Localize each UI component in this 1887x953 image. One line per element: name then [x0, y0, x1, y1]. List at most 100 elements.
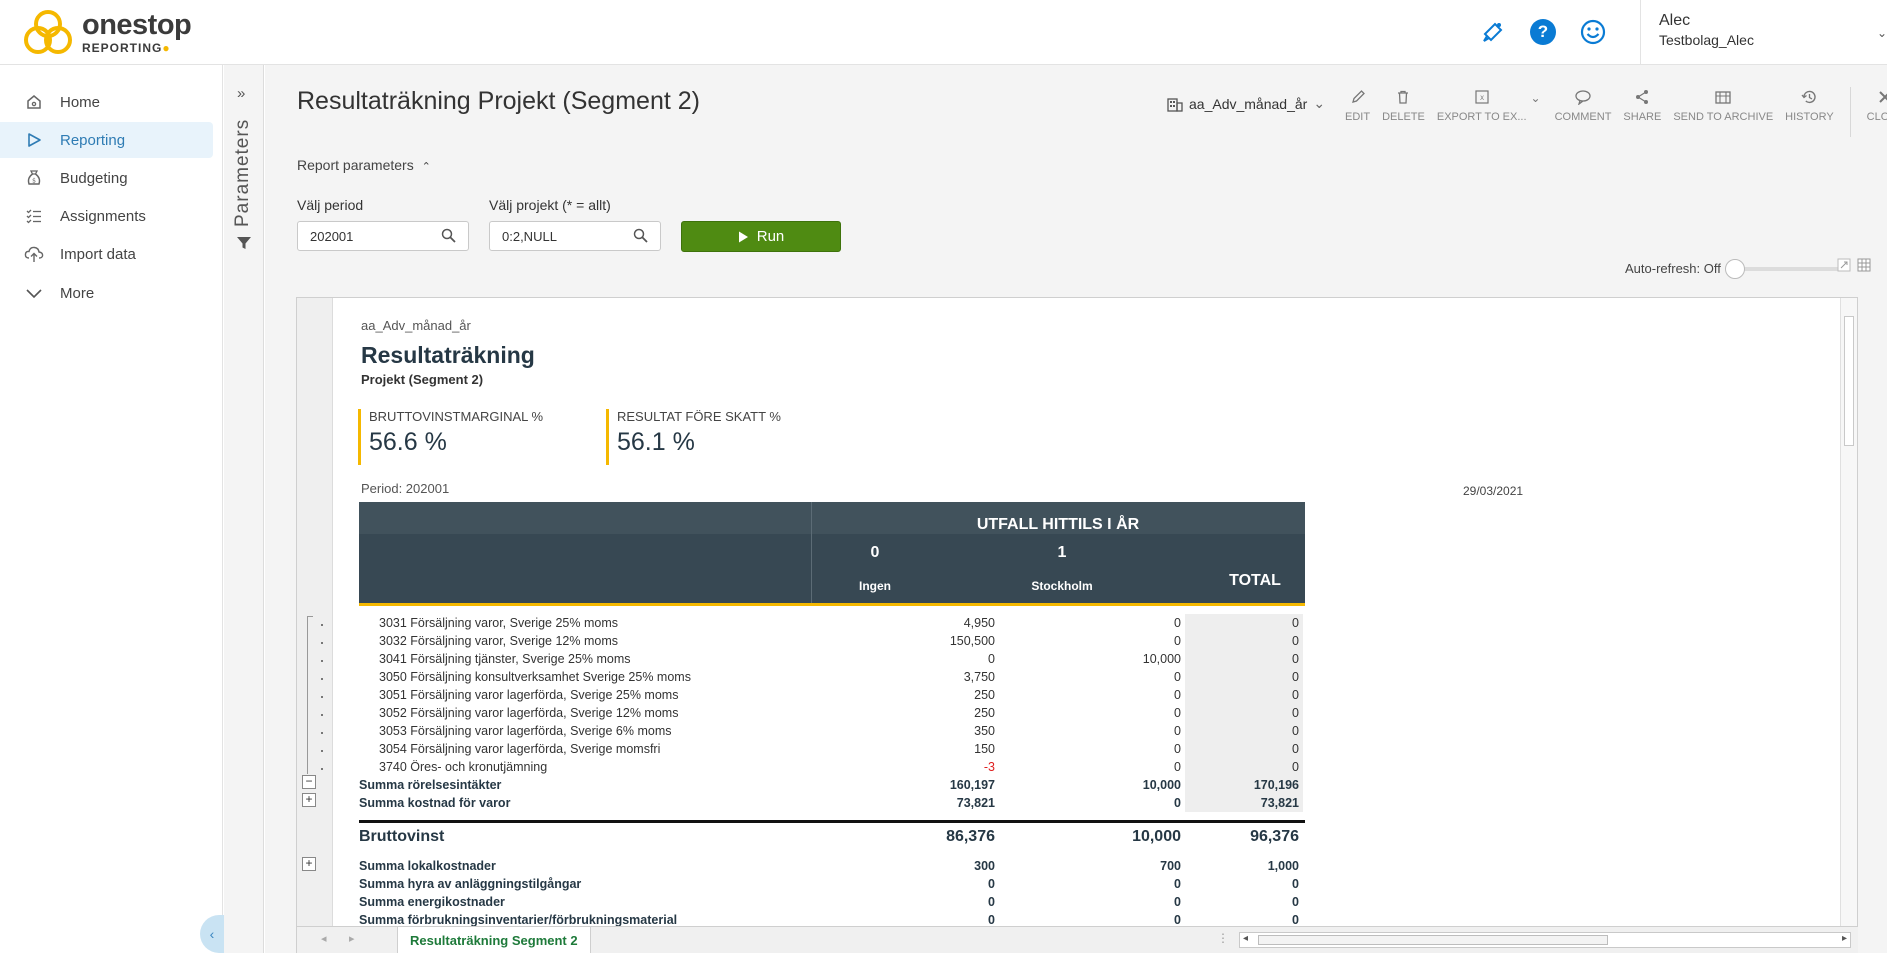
table-row[interactable]: 3053 Försäljning varor lagerförda, Sveri… [359, 722, 1305, 740]
nav-item-budgeting[interactable]: $ Budgeting [0, 160, 213, 196]
send-to-archive-button[interactable]: SEND TO ARCHIVE [1667, 87, 1779, 123]
delete-label: DELETE [1382, 111, 1425, 123]
outline-dot [321, 714, 323, 716]
cell-total: 0 [1185, 650, 1303, 668]
expand-group-button[interactable]: + [302, 793, 316, 807]
table-row-subtotal[interactable]: Summa rörelsesintäkter 160,197 10,000 170,1… [359, 776, 1305, 794]
cell-ingen: 150 [974, 742, 995, 756]
onestop-logo[interactable]: onestop REPORTING● [22, 8, 192, 56]
cell-total: 0 [1185, 893, 1303, 911]
delete-button[interactable]: DELETE [1376, 87, 1431, 123]
kpi-value: 56.6 % [369, 428, 447, 456]
table-row[interactable]: 3031 Försäljning varor, Sverige 25% moms… [359, 614, 1305, 632]
question-icon: ? [1530, 19, 1556, 45]
excel-icon: X [1474, 87, 1490, 107]
comment-icon [1574, 87, 1592, 107]
row-label: Summa hyra av anläggningstilgångar [359, 877, 582, 891]
share-icon [1634, 87, 1650, 107]
outline-dot [321, 678, 323, 680]
history-button[interactable]: HISTORY [1779, 87, 1840, 123]
share-button[interactable]: SHARE [1617, 87, 1667, 123]
table-row[interactable]: 3032 Försäljning varor, Sverige 12% moms… [359, 632, 1305, 650]
play-icon [738, 231, 748, 242]
row-label: 3740 Öres- och kronutjämning [379, 760, 548, 774]
vertical-scroll-thumb[interactable] [1844, 316, 1854, 446]
logo-rings-icon [24, 10, 72, 54]
table-row[interactable]: 3052 Försäljning varor lagerförda, Sveri… [359, 704, 1305, 722]
table-row-subtotal[interactable]: Summa hyra av anläggningstilgångar 0 0 0 [359, 875, 1305, 893]
auto-refresh-slider[interactable] [1724, 258, 1839, 279]
fit-icon[interactable] [1837, 258, 1851, 277]
report-parameters-toggle[interactable]: Report parameters ⌃ [297, 157, 431, 173]
kpi-value: 56.1 % [617, 428, 695, 456]
collapse-nav-button[interactable]: ‹ [200, 915, 224, 953]
table-row-subtotal[interactable]: Summa energikostnader 0 0 0 [359, 893, 1305, 911]
close-button[interactable]: CLOSE [1861, 87, 1887, 123]
kpi-label: BRUTTOVINSTMARGINAL % [369, 409, 544, 424]
table-row[interactable]: 3041 Försäljning tjänster, Sverige 25% m… [359, 650, 1305, 668]
table-row-gross-profit[interactable]: Bruttovinst 86,376 10,000 96,376 [359, 820, 1305, 852]
nav-item-home[interactable]: Home [0, 84, 213, 120]
comment-button[interactable]: COMMENT [1549, 87, 1618, 123]
export-to-excel-button[interactable]: X EXPORT TO EX... [1431, 87, 1533, 123]
sheet-tab[interactable]: Resultaträkning Segment 2 [397, 927, 591, 953]
cell-stockholm: 700 [1160, 859, 1181, 873]
table-row[interactable]: 3054 Försäljning varor lagerförda, Sveri… [359, 740, 1305, 758]
expand-parameters-button[interactable]: » [237, 85, 246, 102]
scroll-right-icon[interactable]: ▸ [1841, 933, 1847, 944]
cell-ingen: 150,500 [949, 634, 995, 648]
vertical-scrollbar[interactable] [1840, 298, 1857, 926]
page-title: Resultaträkning Projekt (Segment 2) [297, 87, 700, 115]
help-button[interactable]: ? [1529, 18, 1557, 46]
auto-refresh-knob[interactable] [1724, 258, 1745, 279]
run-button[interactable]: Run [681, 221, 841, 252]
grid-icon[interactable] [1857, 258, 1871, 277]
export-options-chevron-icon[interactable]: ⌄ [1530, 91, 1541, 105]
expand-group-button[interactable]: + [302, 857, 316, 871]
play-icon [24, 130, 44, 150]
cell-stockholm: 10,000 [1132, 828, 1181, 845]
chevron-up-icon: ⌃ [421, 161, 431, 173]
table-row-subtotal[interactable]: Summa förbrukningsinventarier/förbruknin… [359, 911, 1305, 929]
money-bag-icon: $ [24, 168, 44, 188]
nav-item-more[interactable]: More [0, 275, 213, 311]
table-header: UTFALL HITTILS I ÅR 0 Ingen 1 Stockholm … [359, 502, 1305, 606]
splitter-icon[interactable]: ⋮ [1217, 931, 1229, 945]
cell-total: 0 [1185, 704, 1303, 722]
comment-label: COMMENT [1554, 111, 1612, 123]
auto-refresh-label: Auto-refresh: Off [1625, 261, 1721, 276]
row-label: 3031 Försäljning varor, Sverige 25% moms [379, 616, 619, 630]
nav-item-import-data[interactable]: Import data [0, 236, 213, 272]
user-menu[interactable]: Alec Testbolag_Alec ⌄ [1640, 0, 1887, 65]
previous-sheet-icon[interactable]: ◂ [321, 933, 327, 945]
announcements-button[interactable] [1479, 18, 1507, 46]
report-title-secondary: Projekt (Segment 2) [361, 372, 484, 387]
report-version-dropdown[interactable]: aa_Adv_månad_år ⌄ [1167, 95, 1325, 112]
row-label: 3032 Försäljning varor, Sverige 12% moms [379, 634, 619, 648]
table-row-subtotal[interactable]: Summa kostnad för varor 73,821 0 73,821 [359, 794, 1305, 812]
column-header-name: Ingen [859, 579, 891, 593]
table-row-subtotal[interactable]: Summa lokalkostnader 300 700 1,000 [359, 857, 1305, 875]
edit-button[interactable]: EDIT [1339, 87, 1376, 123]
search-icon[interactable] [441, 228, 456, 248]
horizontal-scrollbar[interactable]: ◂ ▸ [1239, 932, 1851, 948]
table-row[interactable]: 3051 Försäljning varor lagerförda, Sveri… [359, 686, 1305, 704]
search-icon[interactable] [633, 228, 648, 248]
feedback-button[interactable] [1579, 18, 1607, 46]
project-input[interactable] [489, 221, 661, 251]
period-input[interactable] [297, 221, 469, 251]
nav-item-assignments[interactable]: Assignments [0, 198, 213, 234]
table-row[interactable]: 3050 Försäljning konsultverksamhet Sveri… [359, 668, 1305, 686]
collapse-group-button[interactable]: − [302, 775, 316, 789]
archive-icon [1714, 87, 1732, 107]
top-bar: onestop REPORTING● ? Alec Testbolag_Alec [0, 0, 1887, 65]
horizontal-scroll-thumb[interactable] [1258, 935, 1608, 945]
table-row[interactable]: 3740 Öres- och kronutjämning -3 0 0 [359, 758, 1305, 776]
filter-icon[interactable] [236, 235, 252, 256]
scroll-left-icon[interactable]: ◂ [1243, 933, 1249, 944]
next-sheet-icon[interactable]: ▸ [349, 933, 355, 945]
nav-item-reporting[interactable]: Reporting [0, 122, 213, 158]
svg-text:$: $ [32, 178, 36, 185]
logo-subtitle: REPORTING● [82, 40, 171, 55]
outline-dot [321, 642, 323, 644]
